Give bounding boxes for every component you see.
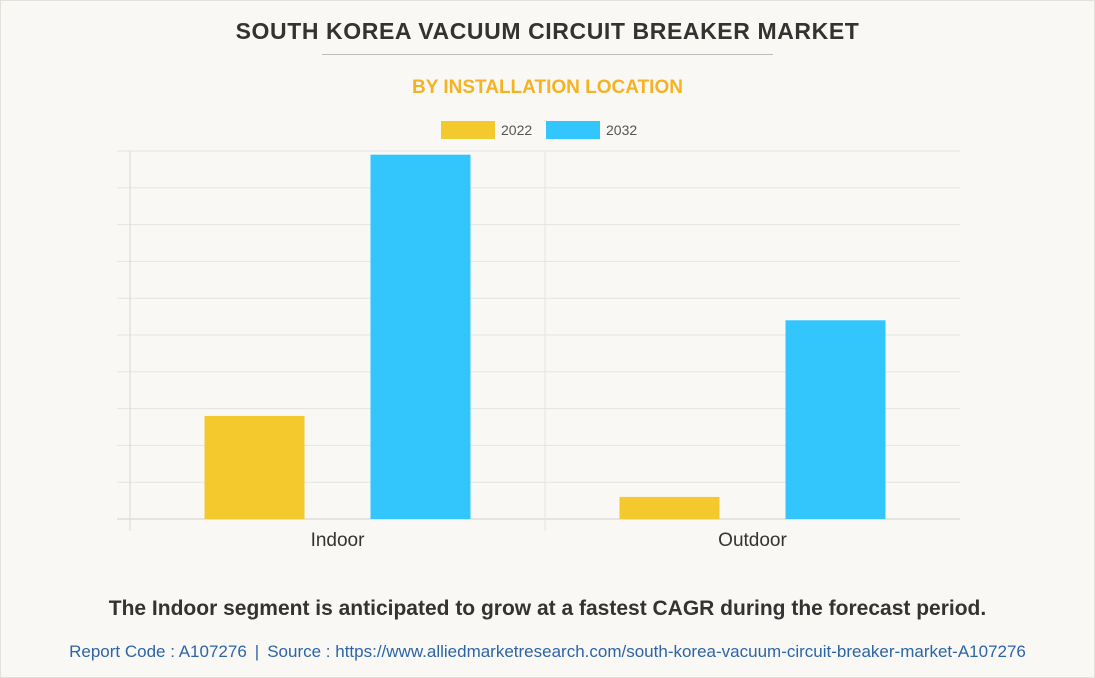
legend-item-2032[interactable]: 2032 xyxy=(546,120,637,140)
footer-separator: | xyxy=(254,642,260,661)
report-code: Report Code : A107276 xyxy=(69,642,247,661)
source-link[interactable]: Source : https://www.alliedmarketresearc… xyxy=(267,642,1026,661)
bar-2022-outdoor xyxy=(619,496,720,519)
conclusion-text: The Indoor segment is anticipated to gro… xyxy=(108,597,987,620)
chart-legend: 2022 2032 xyxy=(0,120,1095,140)
footer: Report Code : A107276 | Source : https://w… xyxy=(0,642,1095,662)
title-underline xyxy=(322,54,773,55)
legend-swatch-2032 xyxy=(546,121,600,139)
legend-swatch-2022 xyxy=(441,121,495,139)
chart-subtitle: BY INSTALLATION LOCATION xyxy=(412,77,683,98)
x-tick-label: Outdoor xyxy=(718,530,787,551)
bar-2022-indoor xyxy=(204,415,305,519)
chart-title: SOUTH KOREA VACUUM CIRCUIT BREAKER MARKE… xyxy=(235,18,860,44)
x-tick-label: Indoor xyxy=(311,530,366,551)
legend-label-2022: 2022 xyxy=(501,122,533,138)
legend-item-2022[interactable]: 2022 xyxy=(441,120,532,140)
bar-2032-outdoor xyxy=(785,320,886,519)
bar-2032-indoor xyxy=(370,154,471,519)
legend-label-2032: 2032 xyxy=(606,122,638,138)
